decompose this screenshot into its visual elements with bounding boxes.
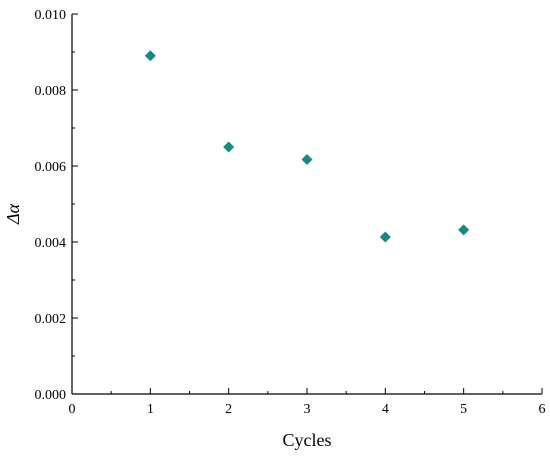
data-point bbox=[301, 154, 313, 166]
x-tick-label: 3 bbox=[304, 402, 311, 417]
x-axis: 0 1 2 3 4 5 6 bbox=[69, 388, 546, 417]
plot-area bbox=[71, 14, 542, 395]
y-tick-label: 0.000 bbox=[35, 388, 67, 403]
y-tick-label: 0.010 bbox=[35, 8, 67, 23]
y-axis: 0.000 0.002 0.004 0.006 0.008 0.010 bbox=[35, 8, 78, 403]
data-point bbox=[223, 141, 235, 153]
x-tick-label: 4 bbox=[382, 402, 389, 417]
data-point bbox=[144, 50, 156, 62]
x-tick-label: 6 bbox=[539, 402, 546, 417]
x-tick-label: 5 bbox=[460, 402, 467, 417]
y-tick-label: 0.004 bbox=[35, 236, 67, 251]
x-tick-label: 0 bbox=[69, 402, 76, 417]
y-axis-title: Δα bbox=[3, 203, 23, 225]
y-tick-label: 0.002 bbox=[35, 312, 67, 327]
y-tick-label: 0.008 bbox=[35, 84, 67, 99]
x-tick-label: 2 bbox=[225, 402, 232, 417]
x-axis-title: Cycles bbox=[283, 430, 332, 450]
data-point bbox=[458, 224, 470, 236]
data-points bbox=[144, 50, 470, 243]
x-tick-label: 1 bbox=[147, 402, 154, 417]
data-point bbox=[379, 231, 391, 243]
y-tick-label: 0.006 bbox=[35, 160, 67, 175]
